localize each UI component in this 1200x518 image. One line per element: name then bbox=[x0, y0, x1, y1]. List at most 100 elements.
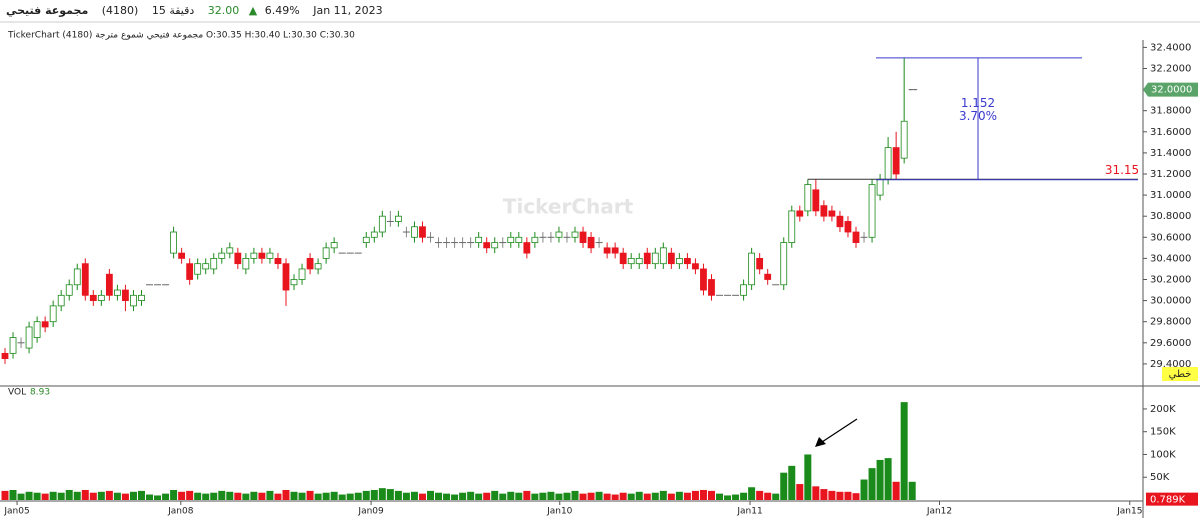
y-tick-label: 31.0000 bbox=[1150, 190, 1191, 201]
volume-bar bbox=[699, 489, 707, 500]
volume-bar bbox=[162, 493, 170, 500]
scale-mode-box bbox=[1162, 367, 1198, 381]
volume-bar bbox=[659, 490, 667, 500]
stock-name: مجموعة فتيحي bbox=[6, 4, 89, 17]
candle-body bbox=[266, 252, 274, 259]
candle-body bbox=[756, 257, 764, 270]
candle-body bbox=[627, 257, 635, 265]
volume-bar bbox=[146, 494, 154, 500]
y-tick-label: 30.8000 bbox=[1150, 211, 1191, 222]
candle-body bbox=[643, 252, 651, 265]
candle-body bbox=[892, 147, 900, 175]
candle-body bbox=[65, 284, 73, 296]
candle-body bbox=[611, 247, 619, 254]
volume-bar bbox=[65, 489, 73, 500]
volume-bar bbox=[691, 490, 699, 500]
candle-body bbox=[852, 231, 860, 243]
y-tick-label: 100K bbox=[1150, 449, 1176, 460]
volume-bar bbox=[378, 488, 386, 500]
candle-body bbox=[804, 184, 812, 212]
volume-bar bbox=[764, 492, 772, 500]
candle-body bbox=[97, 294, 105, 301]
candle-body bbox=[218, 252, 226, 259]
volume-bar bbox=[467, 491, 475, 500]
volume-bar bbox=[860, 479, 868, 500]
candle-body bbox=[884, 147, 892, 180]
y-tick-label: 32.2000 bbox=[1150, 63, 1191, 74]
stock-code: (4180) bbox=[101, 4, 139, 17]
candle-body bbox=[555, 231, 563, 238]
candle-body bbox=[820, 205, 828, 217]
candle-body bbox=[378, 215, 386, 233]
candle-body bbox=[836, 215, 844, 228]
candle-body bbox=[210, 257, 218, 270]
volume-bar bbox=[788, 465, 796, 500]
info-line: TickerChart مجموعة فتيحي شموع مترجة (418… bbox=[7, 31, 355, 41]
measure-label: 3.70% bbox=[959, 109, 997, 123]
volume-bar bbox=[748, 487, 756, 500]
volume-bar bbox=[402, 492, 410, 500]
volume-bar bbox=[194, 492, 202, 500]
volume-bar bbox=[242, 493, 250, 500]
volume-bar bbox=[89, 492, 97, 500]
candle-body bbox=[748, 252, 756, 286]
volume-bar bbox=[170, 489, 178, 500]
candle-body bbox=[579, 231, 587, 243]
y-tick-label: 50K bbox=[1150, 472, 1170, 483]
arrow bbox=[821, 418, 858, 443]
volume-bar bbox=[619, 492, 627, 500]
header: مجموعة فتيحي (4180) 15 دقيقة 32.00 ▲ 6.4… bbox=[6, 4, 393, 22]
candle-body bbox=[515, 236, 523, 243]
volume-bar bbox=[547, 491, 555, 500]
candle-body bbox=[659, 247, 667, 265]
price: 32.00 bbox=[207, 4, 240, 17]
volume-bar bbox=[844, 491, 852, 500]
x-tick-label: Jan15 bbox=[1116, 507, 1142, 517]
candle-body bbox=[700, 268, 707, 291]
volume-bar bbox=[1, 490, 9, 500]
y-tick-label: 31.4000 bbox=[1150, 148, 1191, 159]
volume-bar bbox=[97, 491, 105, 500]
volume-bar bbox=[298, 492, 306, 500]
volume-bar bbox=[234, 492, 242, 500]
volume-bar bbox=[266, 490, 274, 500]
candle-body bbox=[483, 242, 491, 249]
volume-bar bbox=[306, 490, 314, 500]
candle-body bbox=[411, 226, 418, 238]
candle-body bbox=[105, 273, 113, 296]
y-tick-label: 32.4000 bbox=[1150, 42, 1191, 53]
y-tick-label: 30.6000 bbox=[1150, 232, 1191, 243]
volume-bar bbox=[539, 492, 547, 500]
volume-bar bbox=[105, 490, 113, 500]
candle-body bbox=[130, 294, 137, 307]
y-tick-label: 30.4000 bbox=[1150, 253, 1191, 264]
volume-bar bbox=[218, 490, 226, 500]
candle-body bbox=[41, 321, 49, 328]
date: Jan 11, 2023 bbox=[313, 4, 383, 17]
candle-body bbox=[274, 257, 282, 265]
y-tick-label: 29.4000 bbox=[1150, 359, 1191, 370]
volume-bar bbox=[410, 491, 418, 500]
candle-body bbox=[49, 305, 57, 323]
y-tick-label: 31.2000 bbox=[1150, 169, 1191, 180]
candle-body bbox=[194, 263, 202, 275]
volume-bar bbox=[507, 491, 515, 500]
volume-bar bbox=[121, 493, 129, 500]
measure-label: 1.152 bbox=[961, 96, 995, 110]
last-price-label: 32.0000 bbox=[1151, 85, 1192, 96]
volume-bar bbox=[274, 493, 282, 500]
volume-bar bbox=[362, 490, 370, 500]
volume-bar bbox=[81, 489, 89, 500]
volume-bar bbox=[258, 492, 266, 500]
last-volume-label: 0.789K bbox=[1150, 495, 1186, 506]
volume-bar bbox=[282, 489, 290, 500]
y-tick-label: 30.0000 bbox=[1150, 296, 1191, 307]
candle-body bbox=[635, 257, 643, 265]
candle-body bbox=[740, 284, 748, 296]
volume-title: VOL bbox=[8, 388, 26, 398]
candle-body bbox=[796, 210, 804, 217]
volume-bar bbox=[73, 491, 81, 500]
candle-body bbox=[667, 252, 675, 265]
x-tick-label: Jan11 bbox=[736, 507, 762, 517]
candle-body bbox=[322, 247, 330, 259]
